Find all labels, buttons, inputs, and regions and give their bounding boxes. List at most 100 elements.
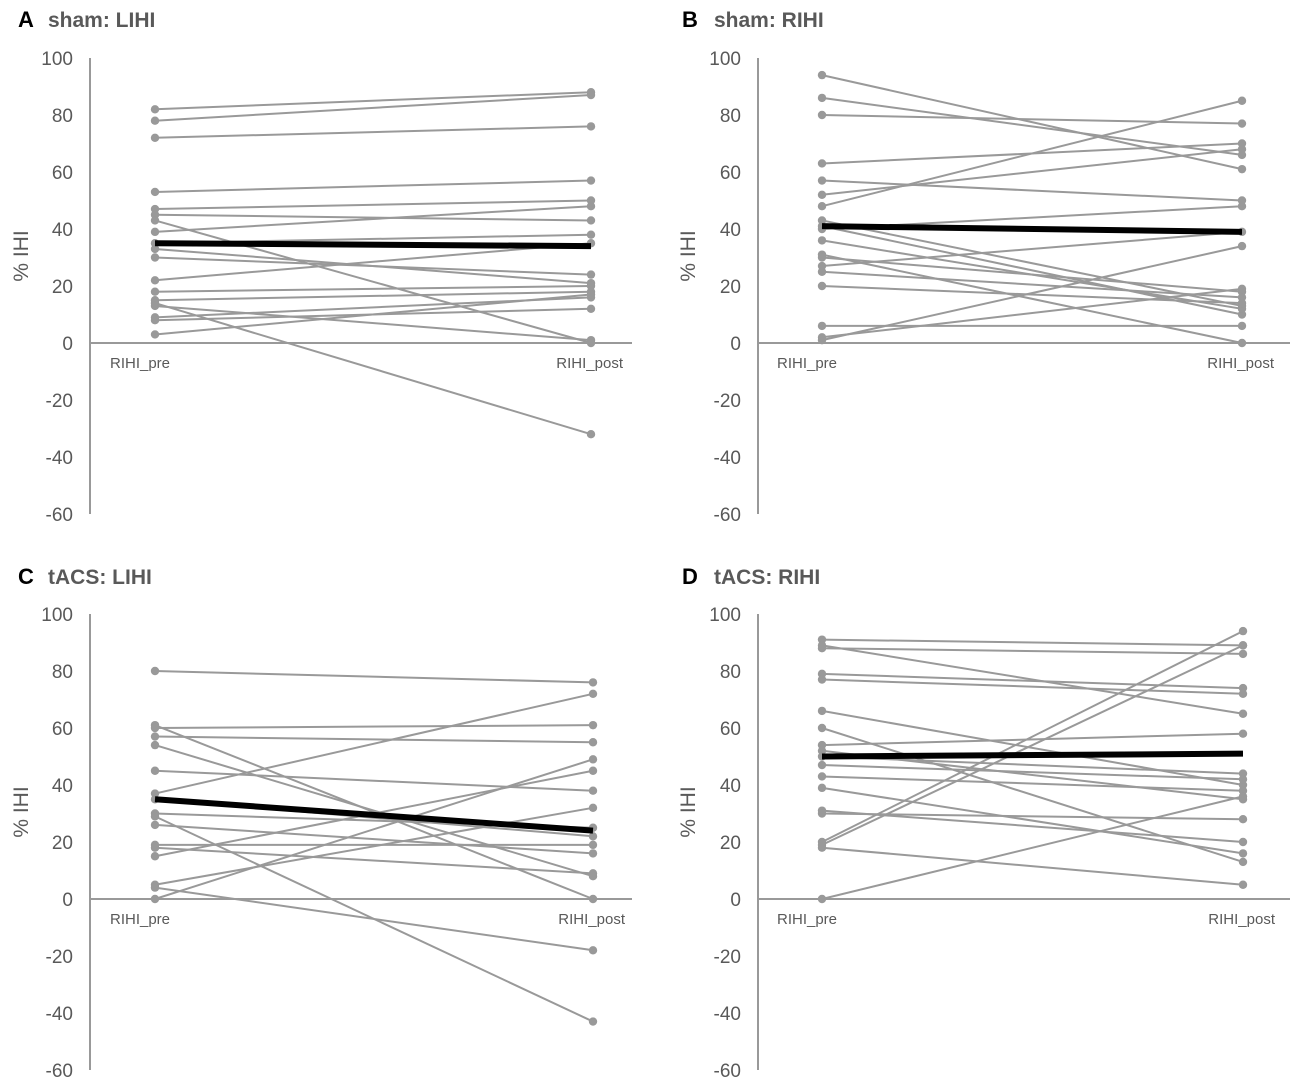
subject-line	[821, 630, 1244, 843]
data-point-post	[1238, 792, 1248, 801]
data-point-post	[1237, 284, 1247, 294]
series-s11	[150, 820, 598, 858]
series-s3	[150, 122, 596, 142]
series-s16	[150, 883, 598, 955]
y-tick-label: 40	[720, 220, 741, 241]
y-axis-label: % IHI	[677, 230, 700, 281]
data-point-pre	[150, 843, 160, 852]
data-point-pre	[150, 316, 160, 325]
data-point-pre	[817, 176, 827, 185]
y-axis-label: % IHI	[677, 786, 700, 837]
subject-line	[154, 213, 592, 222]
data-point-post	[1238, 857, 1248, 867]
data-point-pre	[817, 190, 827, 199]
series-s16	[817, 281, 1247, 308]
series-s6	[150, 210, 596, 225]
subject-line	[821, 285, 1243, 305]
y-tick-label: -60	[46, 1061, 73, 1082]
subject-line	[821, 764, 1244, 781]
subject-line	[154, 179, 592, 193]
subject-line	[821, 270, 1243, 299]
subject-line	[821, 775, 1244, 792]
subject-line	[154, 304, 592, 342]
data-point-post	[588, 849, 598, 858]
subject-line	[821, 148, 1243, 196]
y-tick-label: 20	[720, 277, 741, 298]
data-point-post	[586, 90, 596, 100]
series-s4	[150, 732, 598, 747]
mean-line	[154, 796, 594, 834]
y-tick-label: -20	[714, 391, 741, 412]
subject-line	[821, 812, 1244, 821]
y-tick-label: 20	[52, 277, 73, 298]
series-s3	[817, 110, 1247, 128]
data-point-pre	[817, 110, 827, 120]
data-point-post	[588, 755, 598, 764]
panel-letter: A	[18, 7, 34, 32]
series-s1	[817, 635, 1248, 650]
x-category-label: RIHI_post	[556, 355, 624, 372]
data-point-pre	[150, 812, 160, 821]
y-tick-label: 20	[720, 833, 741, 854]
series-s5	[817, 675, 1248, 698]
series-s19	[817, 241, 1247, 345]
data-point-post	[588, 894, 598, 904]
data-point-post	[586, 230, 596, 239]
data-point-post	[586, 335, 596, 345]
data-point-pre	[150, 666, 160, 676]
subject-line	[154, 846, 594, 875]
data-point-pre	[817, 202, 827, 211]
subject-line	[821, 219, 1243, 307]
subject-line	[154, 290, 592, 302]
x-category-label: RIHI_pre	[110, 911, 170, 928]
series-s16	[150, 301, 596, 345]
subject-line	[821, 99, 1243, 208]
x-category-label: RIHI_pre	[110, 355, 170, 372]
series-s14	[817, 806, 1248, 847]
data-point-post	[586, 202, 596, 211]
series-s6	[817, 145, 1247, 199]
series-s1	[150, 666, 598, 687]
data-point-pre	[817, 843, 827, 852]
series-s3	[817, 644, 1248, 659]
subject-line	[154, 199, 592, 211]
data-point-pre	[150, 820, 160, 830]
y-tick-label: 40	[720, 776, 741, 797]
series-s1	[150, 88, 596, 114]
data-point-pre	[817, 772, 827, 781]
panel-letter: D	[682, 564, 698, 589]
subject-line	[821, 256, 1243, 293]
data-point-pre	[150, 116, 160, 125]
data-point-post	[1238, 626, 1248, 636]
panel-letter: C	[18, 564, 34, 589]
subject-line	[154, 125, 592, 139]
y-tick-label: 100	[41, 49, 73, 70]
data-point-post	[1237, 119, 1247, 128]
data-point-pre	[817, 321, 827, 331]
subject-line	[154, 769, 594, 792]
data-point-pre	[150, 894, 160, 904]
subject-line	[821, 672, 1244, 690]
y-tick-label: -20	[46, 391, 73, 412]
x-category-label: RIHI_post	[558, 911, 626, 928]
series-s11	[150, 253, 596, 279]
data-point-pre	[817, 93, 827, 103]
subject-line	[154, 735, 594, 744]
data-point-post	[588, 678, 598, 687]
data-point-pre	[150, 852, 160, 861]
subject-line	[821, 846, 1244, 886]
series-s1	[817, 70, 1247, 174]
data-point-pre	[150, 883, 160, 892]
y-tick-label: 80	[720, 106, 741, 127]
series-s11	[817, 760, 1248, 784]
y-tick-label: 80	[52, 662, 73, 683]
panel-letter: B	[682, 7, 698, 32]
data-point-pre	[150, 276, 160, 285]
panel-title: sham: RIHI	[714, 9, 824, 32]
data-point-post	[1238, 880, 1248, 889]
